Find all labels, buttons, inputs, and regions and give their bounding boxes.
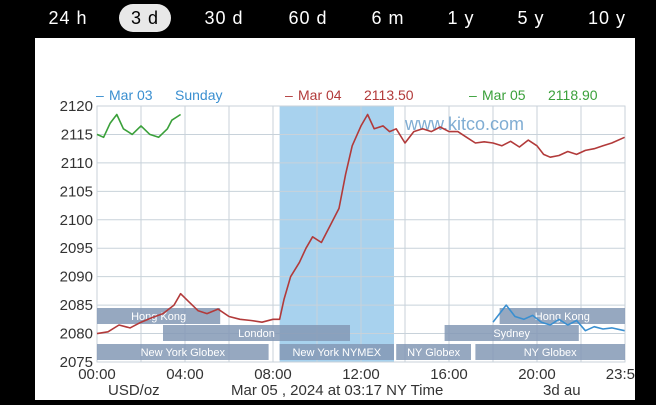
tab-6m[interactable]: 6 m <box>371 8 405 28</box>
legend-value: 2113.50 <box>364 87 414 103</box>
tab-5y[interactable]: 5 y <box>517 8 545 28</box>
tab-3d[interactable]: 3 d <box>119 4 171 32</box>
session-bar <box>279 344 394 360</box>
series-line <box>96 113 182 139</box>
timeframe-tabs: 24 h 3 d 30 d 60 d 6 m 1 y 5 y 10 y <box>0 0 656 36</box>
session-label: London <box>238 328 275 340</box>
y-tick-label: 2095 <box>60 240 93 257</box>
tab-24h[interactable]: 24 h <box>48 8 88 28</box>
session-bar <box>444 325 579 341</box>
y-tick-label: 2090 <box>60 269 93 286</box>
y-tick-label: 2120 <box>60 98 93 115</box>
y-tick-label: 2075 <box>60 354 93 371</box>
y-axis: 2075 2080 2085 2090 2095 2100 2105 2110 2115 2120 <box>60 98 93 371</box>
tab-1y[interactable]: 1 y <box>447 8 475 28</box>
session-label: New York Globex <box>141 347 226 359</box>
x-tick-label: 04:00 <box>166 366 204 383</box>
series-line <box>96 113 625 335</box>
unit-label: USD/oz <box>108 382 160 399</box>
session-bar <box>97 344 269 360</box>
session-label: NY Globex <box>407 347 460 359</box>
session-bar <box>499 308 625 324</box>
session-label: NY Globex <box>524 347 577 359</box>
legend-value: 2118.90 <box>548 87 598 103</box>
x-tick-label: 23:59 <box>606 366 635 383</box>
tab-60d[interactable]: 60 d <box>288 8 328 28</box>
chart-panel: – Mar 03 Sunday – Mar 04 2113.50 – Mar 0… <box>35 38 644 400</box>
timestamp: Mar 05 , 2024 at 03:17 NY Time <box>231 382 443 399</box>
x-axis: 00:00 04:00 08:00 12:00 16:00 20:00 23:59 <box>78 366 643 383</box>
y-tick-label: 2105 <box>60 183 93 200</box>
x-tick-label: 12:00 <box>342 366 380 383</box>
tab-30d[interactable]: 30 d <box>204 8 244 28</box>
session-bar <box>163 325 350 341</box>
session-label: Hong Kong <box>131 311 186 323</box>
y-tick-label: 2110 <box>61 155 93 172</box>
nymex-session-highlight <box>279 106 394 362</box>
session-label: New York NYMEX <box>292 347 381 359</box>
legend-label: Mar 05 <box>482 87 526 103</box>
y-tick-label: 2080 <box>60 326 93 343</box>
session-bar <box>396 344 471 360</box>
watermark: www.kitco.com <box>404 114 524 134</box>
x-tick-label: 00:00 <box>78 366 116 383</box>
legend-label: Mar 03 <box>109 87 153 103</box>
legend-dash: – <box>285 87 293 103</box>
session-bar <box>475 344 625 360</box>
chart-source: 3d au <box>543 382 581 399</box>
y-tick-label: 2085 <box>60 297 93 314</box>
x-tick-label: 16:00 <box>430 366 468 383</box>
tab-10y[interactable]: 10 y <box>587 8 627 28</box>
x-tick-label: 20:00 <box>518 366 556 383</box>
y-tick-label: 2115 <box>61 126 93 143</box>
legend-dash: – <box>469 87 477 103</box>
legend-value: Sunday <box>175 87 222 103</box>
price-series <box>96 113 625 335</box>
grid <box>96 105 626 363</box>
series-line <box>492 304 625 332</box>
x-tick-label: 08:00 <box>254 366 292 383</box>
session-label: Sydney <box>493 328 530 340</box>
y-tick-label: 2100 <box>60 212 93 229</box>
gold-price-chart: – Mar 03 Sunday – Mar 04 2113.50 – Mar 0… <box>60 87 644 399</box>
legend: – Mar 03 Sunday – Mar 04 2113.50 – Mar 0… <box>96 87 598 103</box>
legend-label: Mar 04 <box>298 87 342 103</box>
legend-dash: – <box>96 87 104 103</box>
